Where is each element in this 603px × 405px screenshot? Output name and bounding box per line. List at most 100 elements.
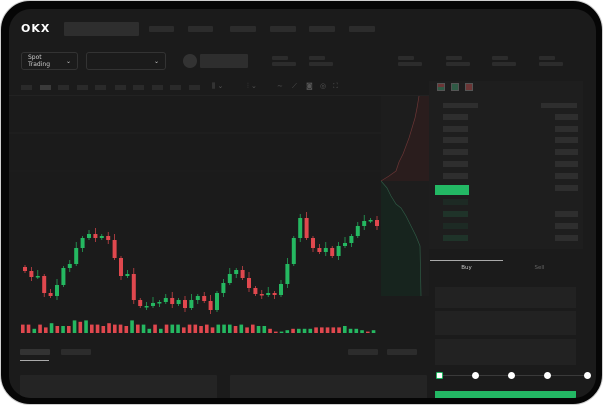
tab-sell[interactable]: Sell [534, 265, 545, 271]
candle [170, 298, 175, 304]
candle [61, 268, 66, 285]
timeframe-button[interactable] [152, 85, 163, 90]
order-card [230, 375, 427, 398]
candle [163, 298, 168, 302]
fullscreen-icon[interactable]: ⛶ [333, 82, 338, 90]
orderbook-bids-icon[interactable] [451, 83, 459, 91]
line-icon[interactable]: ∼ [277, 82, 283, 90]
pair-select[interactable]: ⌄ [86, 52, 166, 70]
orderbook-bid-row[interactable] [443, 223, 468, 229]
volume-bar [285, 330, 290, 333]
orderbook-ask-row[interactable] [443, 126, 468, 132]
nav-item-3[interactable] [230, 26, 256, 32]
coin-avatar [183, 54, 197, 68]
slider-stop[interactable] [472, 372, 479, 379]
candle [183, 300, 187, 308]
orderbook-bid-row[interactable] [443, 211, 468, 217]
orderbook-ask-row[interactable] [443, 173, 468, 179]
slider-stop[interactable] [584, 372, 591, 379]
depth-bids-line [381, 180, 422, 296]
candle [74, 248, 79, 264]
nav-item-1[interactable] [149, 26, 174, 32]
tab-order-history[interactable] [61, 349, 91, 355]
orderbook-bid-row[interactable] [443, 199, 468, 205]
orderbook-both-icon[interactable] [437, 83, 445, 91]
timeframe-button[interactable] [77, 85, 88, 90]
slider-stop[interactable] [544, 372, 551, 379]
orderbook-ask-row[interactable] [555, 126, 578, 132]
volume-bar [210, 327, 215, 333]
draw-icon[interactable]: ⟋ [292, 82, 297, 90]
camera-icon[interactable]: ◙ [306, 82, 313, 90]
candle [304, 218, 309, 238]
market-type-select[interactable]: Spot Trading ⌄ [21, 52, 78, 70]
total-input[interactable] [435, 339, 576, 365]
candle [67, 264, 72, 268]
timeframe-button[interactable] [189, 85, 200, 90]
volume-bar [153, 324, 157, 333]
stat-label [492, 56, 508, 60]
filter-button[interactable] [348, 349, 378, 355]
nav-item-5[interactable] [309, 26, 335, 32]
candle-type-icon[interactable]: ⫼ ⌄ [212, 82, 224, 90]
volume-bar [141, 324, 146, 333]
orderbook-ask-row[interactable] [555, 185, 578, 191]
orderbook-ask-row[interactable] [443, 161, 468, 167]
candle [215, 293, 219, 310]
settings-icon[interactable]: ◎ [320, 82, 327, 90]
orderbook-ask-row[interactable] [555, 149, 578, 155]
volume-bar [360, 330, 364, 333]
orderbook-ask-row[interactable] [443, 149, 468, 155]
orderbook-header-price [443, 103, 478, 108]
volume-bar [176, 324, 180, 333]
orderbook-ask-row[interactable] [555, 161, 578, 167]
timeframe-button[interactable] [58, 85, 69, 90]
indicator-icon[interactable]: ⫶ ⌄ [247, 82, 257, 90]
orderbook-ask-row[interactable] [555, 114, 578, 120]
volume-bar [193, 324, 198, 333]
volume-bar [26, 324, 31, 333]
stat-value [539, 62, 563, 66]
orderbook-bid-row[interactable] [443, 235, 468, 241]
tab-open-orders[interactable] [20, 349, 50, 355]
slider-stop[interactable] [508, 372, 515, 379]
timeframe-button[interactable] [133, 85, 144, 90]
candle [48, 293, 53, 296]
orderbook-bid-amount [555, 235, 578, 241]
candlestick-chart[interactable] [9, 96, 381, 336]
orderbook-asks-icon[interactable] [465, 83, 473, 91]
orderbook-ask-row[interactable] [555, 173, 578, 179]
candle [93, 234, 98, 238]
nav-item-4[interactable] [270, 26, 296, 32]
toolbar-divider [9, 95, 429, 96]
candle [240, 270, 245, 278]
search-bar[interactable] [64, 22, 139, 36]
timeframe-button[interactable] [21, 85, 32, 90]
candle [375, 220, 379, 226]
timeframe-button[interactable] [95, 85, 106, 90]
stat-label [309, 56, 325, 60]
orderbook-ask-row[interactable] [443, 137, 468, 143]
volume-bar [38, 324, 42, 333]
timeframe-button[interactable] [170, 85, 181, 90]
candle [221, 283, 226, 293]
volume-bar [90, 324, 94, 333]
nav-item-2[interactable] [188, 26, 213, 32]
orderbook-ask-row[interactable] [555, 137, 578, 143]
slider-stop[interactable] [436, 372, 443, 379]
filter-button[interactable] [387, 349, 417, 355]
timeframe-button[interactable] [115, 85, 126, 90]
stat-value [446, 62, 470, 66]
timeframe-button[interactable] [40, 85, 51, 90]
buy-button[interactable] [435, 391, 576, 398]
price-input[interactable] [435, 287, 576, 308]
trading-screen: OKX Spot Trading ⌄ ⌄ ⫼ ⌄ ⫶ ⌄ ∼ ⟋ ◙ ◎ ⛶ [9, 9, 596, 398]
orderbook-bid-amount [555, 223, 578, 229]
tab-buy[interactable]: Buy [461, 265, 472, 271]
volume-bar [354, 328, 359, 333]
orderbook-ask-row[interactable] [443, 114, 468, 120]
orderbook-header-amount [541, 103, 577, 108]
nav-item-6[interactable] [349, 26, 375, 32]
amount-input[interactable] [435, 311, 576, 335]
